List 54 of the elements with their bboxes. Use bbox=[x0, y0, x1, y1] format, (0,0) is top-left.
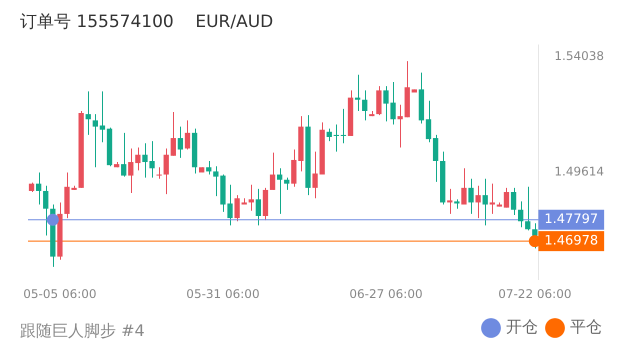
x-tick-label: 05-05 06:00 bbox=[23, 286, 97, 301]
candlestick bbox=[227, 184, 233, 226]
ref-line-label: 1.47797 bbox=[544, 212, 598, 228]
candlestick bbox=[270, 152, 276, 190]
candlestick bbox=[100, 90, 106, 143]
candlestick bbox=[178, 126, 184, 158]
candlestick bbox=[461, 168, 467, 206]
candlestick bbox=[291, 149, 296, 188]
candlestick bbox=[248, 184, 254, 212]
candlestick bbox=[149, 140, 155, 178]
legend-label: 开仓 bbox=[506, 317, 538, 336]
candlestick bbox=[383, 86, 389, 122]
candlestick bbox=[213, 166, 219, 197]
candlestick bbox=[490, 183, 495, 214]
candlestick bbox=[510, 187, 516, 216]
candlestick bbox=[454, 198, 460, 210]
candlestick bbox=[92, 114, 98, 168]
candlestick bbox=[475, 185, 481, 219]
candlestick bbox=[142, 142, 148, 178]
candlestick bbox=[504, 187, 510, 208]
candlestick bbox=[312, 151, 318, 199]
candlestick bbox=[390, 82, 396, 126]
candlestick bbox=[284, 177, 290, 190]
y-tick-label: 1.54038 bbox=[554, 49, 604, 64]
candlestick bbox=[525, 186, 530, 231]
candlestick bbox=[426, 100, 432, 143]
x-tick-label: 06-27 06:00 bbox=[349, 286, 423, 301]
candlestick bbox=[362, 90, 368, 121]
candlestick bbox=[518, 200, 524, 228]
candlestick bbox=[43, 185, 48, 236]
ref-line-label: 1.46978 bbox=[544, 233, 598, 248]
candlestick bbox=[36, 172, 42, 206]
legend-label: 平仓 bbox=[570, 317, 602, 336]
candlestick bbox=[376, 86, 382, 116]
candlestick bbox=[184, 120, 190, 150]
candlestick bbox=[121, 132, 126, 178]
chart-title: 订单号 155574100 EUR/AUD bbox=[20, 11, 274, 33]
candlestick bbox=[468, 178, 474, 214]
candlestick bbox=[532, 222, 538, 249]
candlestick bbox=[432, 134, 438, 182]
candlestick bbox=[447, 188, 452, 214]
candlestick bbox=[482, 178, 488, 226]
candlestick bbox=[156, 166, 162, 180]
x-tick-label: 07-22 06:00 bbox=[498, 286, 572, 301]
candlestick bbox=[256, 188, 262, 226]
candlestick bbox=[354, 74, 360, 112]
candlestick bbox=[276, 168, 282, 214]
candlestick bbox=[28, 182, 34, 193]
candlestick bbox=[206, 160, 212, 176]
y-tick-label: 1.49614 bbox=[554, 164, 604, 178]
x-tick-label: 05-31 06:00 bbox=[186, 286, 260, 301]
candlestick bbox=[86, 90, 91, 136]
candlestick bbox=[340, 108, 346, 144]
text: 跟随巨人脚步 #4 bbox=[20, 321, 145, 342]
